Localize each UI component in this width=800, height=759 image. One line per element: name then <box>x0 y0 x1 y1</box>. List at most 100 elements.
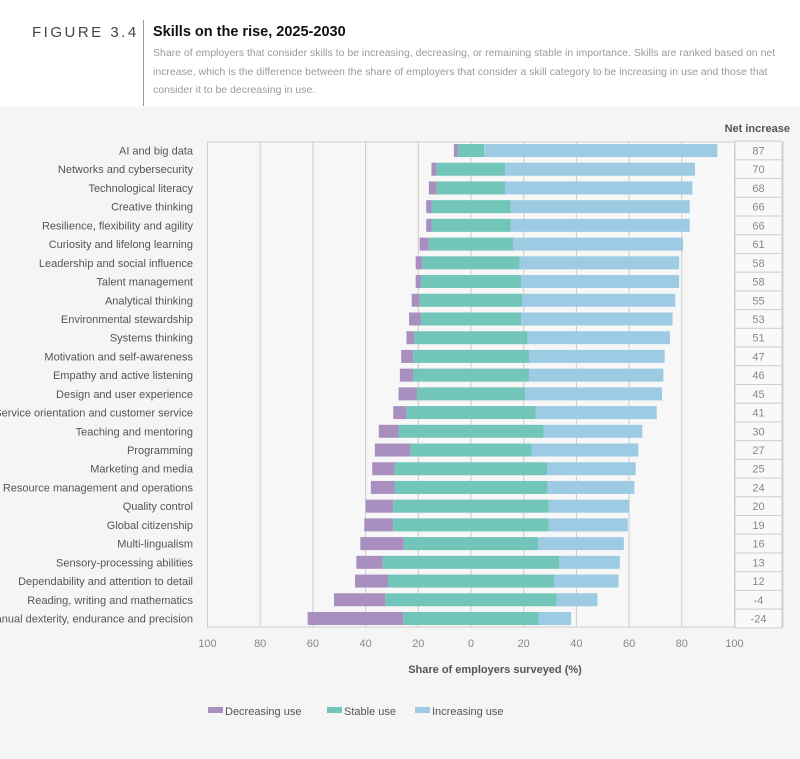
bar-stable <box>413 368 529 382</box>
category-label: Curiosity and lifelong learning <box>49 239 193 251</box>
net-increase-value: 41 <box>752 408 764 420</box>
net-increase-value: 66 <box>752 202 764 214</box>
net-increase-value: -4 <box>754 595 764 607</box>
category-label: Quality control <box>123 501 193 513</box>
bar-stable <box>393 499 549 513</box>
net-increase-value: -24 <box>751 614 767 626</box>
bar-increasing <box>505 181 693 195</box>
category-label: Technological literacy <box>88 183 193 195</box>
net-increase-value: 53 <box>752 314 764 326</box>
plot-area <box>207 141 784 628</box>
net-increase-value: 51 <box>752 333 764 345</box>
legend-label: Increasing use <box>432 706 504 718</box>
net-increase-value: 27 <box>752 445 764 457</box>
bar-increasing <box>484 144 718 157</box>
category-label: Marketing and media <box>90 464 194 476</box>
bar-increasing <box>535 406 657 420</box>
bar-increasing <box>538 612 572 625</box>
bar-increasing <box>547 462 636 476</box>
bar-stable <box>394 462 548 476</box>
category-label: Motivation and self-awareness <box>44 351 193 363</box>
x-tick-label: 40 <box>359 638 371 650</box>
net-increase-cell <box>734 608 783 629</box>
category-label: Manual dexterity, endurance and precisio… <box>0 614 193 626</box>
legend-swatch <box>415 707 430 713</box>
bar-increasing <box>547 480 635 494</box>
legend-label: Stable use <box>344 706 396 718</box>
bar-stable <box>413 349 529 363</box>
category-label: Reading, writing and mathematics <box>27 595 193 607</box>
figure-header: FIGURE 3.4 Skills on the rise, 2025-2030… <box>0 0 800 107</box>
legend-swatch <box>208 707 223 713</box>
category-label: Environmental stewardship <box>61 314 193 326</box>
net-increase-value: 24 <box>752 482 764 494</box>
bar-increasing <box>538 537 624 551</box>
figure-label: FIGURE 3.4 <box>32 24 139 41</box>
bar-increasing <box>543 424 643 438</box>
bar-decreasing <box>378 424 399 438</box>
bar-increasing <box>554 574 619 588</box>
bar-stable <box>387 574 555 588</box>
bar-increasing <box>525 387 663 401</box>
bar-decreasing <box>401 349 414 363</box>
x-tick-label: 100 <box>198 638 216 650</box>
net-increase-value: 13 <box>752 557 764 569</box>
bar-decreasing <box>419 237 429 251</box>
bar-decreasing <box>398 387 417 401</box>
net-increase-value: 30 <box>752 426 764 438</box>
net-increase-value: 68 <box>752 183 764 195</box>
category-label: Resilience, flexibility and agility <box>42 220 194 232</box>
net-increase-value: 25 <box>752 464 764 476</box>
bar-decreasing <box>426 200 432 214</box>
bar-stable <box>428 237 514 251</box>
net-increase-value: 19 <box>752 520 764 532</box>
bar-decreasing <box>409 312 421 326</box>
bar-decreasing <box>411 293 420 307</box>
bar-decreasing <box>453 144 458 157</box>
bar-decreasing <box>356 555 383 569</box>
bar-increasing <box>521 312 673 326</box>
category-label: Empathy and active listening <box>53 370 193 382</box>
x-tick-label: 60 <box>623 638 635 650</box>
bar-decreasing <box>415 256 423 270</box>
bar-increasing <box>548 518 628 532</box>
legend-label: Decreasing use <box>225 706 301 718</box>
x-tick-label: 60 <box>307 638 319 650</box>
bar-increasing <box>556 593 598 607</box>
bar-stable <box>406 406 536 420</box>
bar-stable <box>416 387 526 401</box>
category-label: Sensory-processing abilities <box>56 557 193 569</box>
bar-decreasing <box>431 162 437 176</box>
bar-decreasing <box>364 518 394 532</box>
bar-decreasing <box>355 574 388 588</box>
bar-decreasing <box>393 406 407 420</box>
bar-decreasing <box>415 275 421 289</box>
category-label: Global citizenship <box>107 520 193 532</box>
x-tick-label: 40 <box>570 638 582 650</box>
x-tick-label: 80 <box>676 638 688 650</box>
bar-stable <box>436 162 506 176</box>
category-label: Dependability and attention to detail <box>18 576 193 588</box>
x-tick-label: 20 <box>518 638 530 650</box>
x-tick-label: 100 <box>725 638 743 650</box>
bar-decreasing <box>307 612 404 625</box>
bar-decreasing <box>399 368 414 382</box>
bar-stable <box>422 256 520 270</box>
bar-decreasing <box>333 593 386 607</box>
bar-increasing <box>559 555 620 569</box>
category-label: Multi-lingualism <box>117 539 193 551</box>
category-label: Creative thinking <box>111 202 193 214</box>
category-label: Networks and cybersecurity <box>58 164 194 176</box>
net-increase-value: 70 <box>752 164 764 176</box>
header-divider <box>143 20 144 106</box>
bar-stable <box>403 612 539 625</box>
bar-decreasing <box>428 181 437 195</box>
category-label: Resource management and operations <box>3 482 194 494</box>
bar-stable <box>420 275 522 289</box>
net-increase-value: 66 <box>752 220 764 232</box>
bar-increasing <box>510 200 690 214</box>
x-tick-label: 0 <box>468 638 474 650</box>
chart-title: Skills on the rise, 2025-2030 <box>153 24 346 40</box>
net-increase-value: 61 <box>752 239 764 251</box>
net-increase-value: 58 <box>752 258 764 270</box>
